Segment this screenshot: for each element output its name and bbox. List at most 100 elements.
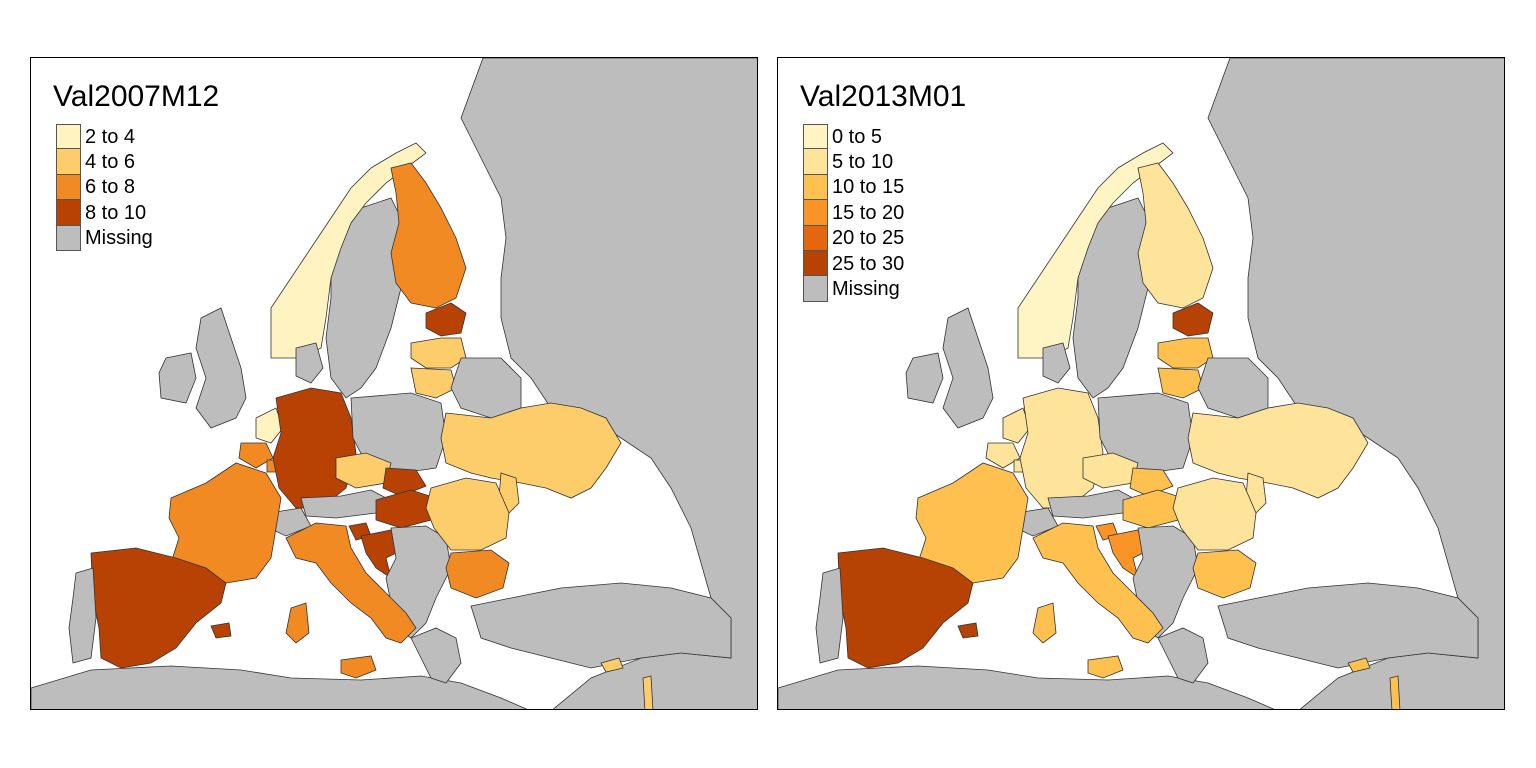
country-romania — [425, 477, 510, 551]
legend-item: 10 to 15 — [803, 174, 905, 201]
legend-swatch — [56, 174, 81, 201]
country-poland — [1097, 392, 1194, 474]
europe-map-2007 — [31, 58, 757, 709]
country-finland — [1137, 162, 1214, 309]
country-ireland — [905, 352, 944, 404]
legend-item: 5 to 10 — [803, 149, 904, 175]
country-lithuania — [410, 367, 457, 399]
country-france — [915, 462, 1029, 584]
country-italy — [285, 522, 417, 644]
legend-label: 2 to 4 — [85, 125, 136, 148]
legend-label: 15 to 20 — [832, 201, 905, 224]
country-russia — [460, 58, 757, 709]
map-panel-2013: Val2013M01 0 to 5 5 to 10 10 to 15 15 to 20… — [777, 57, 1505, 710]
legend-item: 8 to 10 — [56, 200, 153, 226]
legend-swatch — [803, 200, 828, 226]
country-belgium — [985, 442, 1021, 469]
country-sweden — [325, 197, 412, 399]
legend-label: 10 to 15 — [832, 176, 905, 199]
legend-swatch — [803, 276, 828, 302]
country-uk — [195, 307, 247, 429]
country-germany — [272, 387, 357, 509]
country-latvia — [410, 337, 467, 369]
legend-swatch — [56, 149, 81, 175]
country-netherlands — [255, 407, 284, 444]
country-portugal — [815, 567, 844, 664]
country-sardinia — [285, 602, 310, 644]
country-israel — [1389, 675, 1401, 709]
legend-swatch — [803, 174, 828, 201]
country-cyprus — [1347, 657, 1371, 673]
legend-item: 15 to 20 — [803, 200, 905, 226]
country-poland — [350, 392, 447, 474]
legend-swatch — [803, 225, 828, 251]
country-netherlands — [1002, 407, 1031, 444]
country-romania — [1172, 477, 1257, 551]
country-russia — [1207, 58, 1504, 709]
legend-swatch — [803, 149, 828, 175]
legend-label: 20 to 25 — [832, 227, 905, 250]
legend-label: 4 to 6 — [85, 151, 136, 174]
legend-swatch — [56, 200, 81, 226]
country-turkey — [470, 582, 732, 669]
legend-label: 25 to 30 — [832, 252, 905, 275]
legend-swatch — [803, 124, 828, 150]
legend-item: 2 to 4 — [56, 124, 153, 150]
country-bulgaria — [445, 549, 510, 599]
country-norway — [1017, 142, 1174, 359]
country-africa — [31, 665, 528, 709]
country-spain — [837, 547, 974, 669]
country-estonia — [1172, 302, 1214, 337]
country-latvia — [1157, 337, 1214, 369]
country-lithuania — [1157, 367, 1204, 399]
country-israel — [642, 675, 654, 709]
country-norway — [270, 142, 427, 359]
country-finland — [390, 162, 467, 309]
country-ukraine — [440, 402, 622, 499]
country-greece — [1157, 627, 1209, 684]
map-title: Val2013M01 — [800, 80, 967, 113]
country-africa — [778, 665, 1275, 709]
country-germany — [1019, 387, 1104, 509]
country-belgium — [238, 442, 274, 469]
country-sardinia — [1032, 602, 1057, 644]
country-denmark — [1042, 342, 1071, 384]
country-bulgaria — [1192, 549, 1257, 599]
europe-map-2013 — [778, 58, 1504, 709]
country-uk — [942, 307, 994, 429]
country-sicily — [1087, 655, 1124, 679]
legend-label: 6 to 8 — [85, 176, 136, 199]
country-sicily — [340, 655, 377, 679]
legend-item: 25 to 30 — [803, 250, 905, 277]
country-turkey — [1217, 582, 1479, 669]
legend-label: 8 to 10 — [85, 201, 147, 224]
country-ireland — [158, 352, 197, 404]
legend-label: Missing — [832, 278, 900, 301]
country-sweden — [1072, 197, 1159, 399]
legend-item: Missing — [803, 276, 904, 302]
country-estonia — [425, 302, 467, 337]
country-france — [168, 462, 282, 584]
legend-item: Missing — [56, 225, 153, 251]
legend-label: 5 to 10 — [832, 151, 894, 174]
legend-swatch — [56, 124, 81, 150]
country-belarus — [1197, 357, 1269, 419]
country-balearic — [210, 622, 232, 639]
country-portugal — [68, 567, 97, 664]
country-italy — [1032, 522, 1164, 644]
country-balearic — [957, 622, 979, 639]
legend-swatch — [803, 250, 828, 277]
legend-label: Missing — [85, 227, 153, 250]
legend-item: 20 to 25 — [803, 225, 905, 251]
legend-item: 0 to 5 — [803, 124, 904, 150]
country-ukraine — [1187, 402, 1369, 499]
country-denmark — [295, 342, 324, 384]
legend-item: 6 to 8 — [56, 174, 153, 201]
legend: 0 to 5 5 to 10 10 to 15 15 to 20 20 to 25 25 … — [803, 124, 904, 302]
country-belarus — [450, 357, 522, 419]
country-spain — [90, 547, 227, 669]
country-cyprus — [600, 657, 624, 673]
country-greece — [410, 627, 462, 684]
